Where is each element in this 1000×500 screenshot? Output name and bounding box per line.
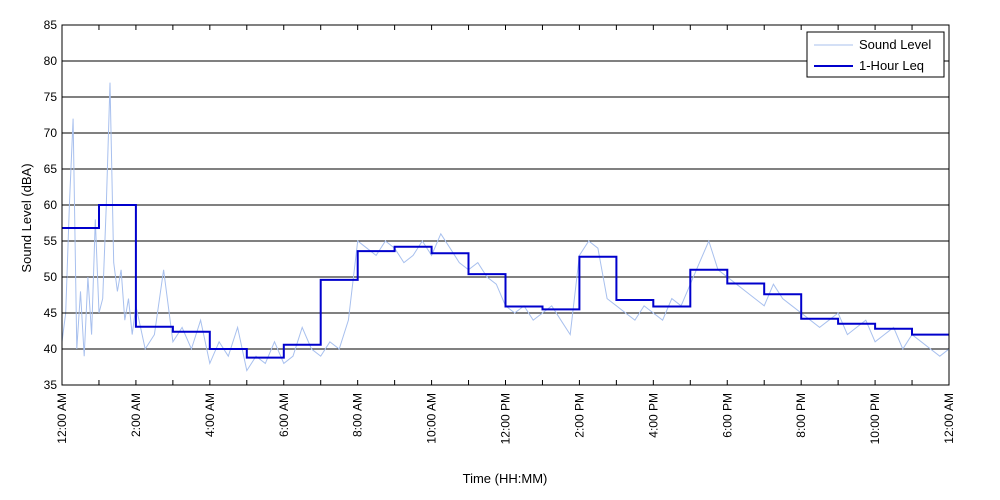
y-tick-label-80: 80 xyxy=(44,54,58,68)
x-tick-label-5: 10:00 AM xyxy=(425,393,439,444)
x-tick-label-1: 2:00 AM xyxy=(129,393,143,437)
series-sound-level-line xyxy=(61,82,950,372)
legend: Sound Level 1-Hour Leq xyxy=(806,31,945,78)
y-tick-label-65: 65 xyxy=(44,162,58,176)
series-layer xyxy=(61,82,950,372)
x-tick-label-3: 6:00 AM xyxy=(277,393,291,437)
x-tick-label-9: 6:00 PM xyxy=(720,393,734,438)
y-tick-label-45: 45 xyxy=(44,306,58,320)
y-tick-label-70: 70 xyxy=(44,126,58,140)
y-axis: 35 40 45 50 55 60 65 70 75 80 85 xyxy=(44,18,67,392)
x-tick-label-7: 2:00 PM xyxy=(572,393,586,438)
y-tick-label-40: 40 xyxy=(44,342,58,356)
x-tick-label-2: 4:00 AM xyxy=(203,393,217,437)
x-axis-title: Time (HH:MM) xyxy=(463,471,548,486)
y-tick-label-85: 85 xyxy=(44,18,58,32)
x-tick-label-8: 4:00 PM xyxy=(646,393,660,438)
legend-label-1-hour-leq: 1-Hour Leq xyxy=(859,58,924,73)
x-tick-label-11: 10:00 PM xyxy=(868,393,882,444)
y-tick-label-50: 50 xyxy=(44,270,58,284)
y-tick-label-60: 60 xyxy=(44,198,58,212)
x-tick-label-0: 12:00 AM xyxy=(55,393,69,444)
x-tick-label-6: 12:00 PM xyxy=(499,393,513,444)
x-axis: 12:00 AM 2:00 AM 4:00 AM 6:00 AM 8:00 AM 10:0… xyxy=(55,25,956,444)
legend-box xyxy=(806,31,945,78)
x-tick-label-4: 8:00 AM xyxy=(351,393,365,437)
x-tick-label-12: 12:00 AM xyxy=(942,393,956,444)
legend-label-sound-level: Sound Level xyxy=(859,37,931,52)
y-axis-title: Sound Level (dBA) xyxy=(19,163,34,272)
y-tick-label-55: 55 xyxy=(44,234,58,248)
y-tick-label-75: 75 xyxy=(44,90,58,104)
series-1-hour-leq-step xyxy=(62,204,949,359)
x-tick-label-10: 8:00 PM xyxy=(794,393,808,438)
y-tick-label-35: 35 xyxy=(44,378,58,392)
